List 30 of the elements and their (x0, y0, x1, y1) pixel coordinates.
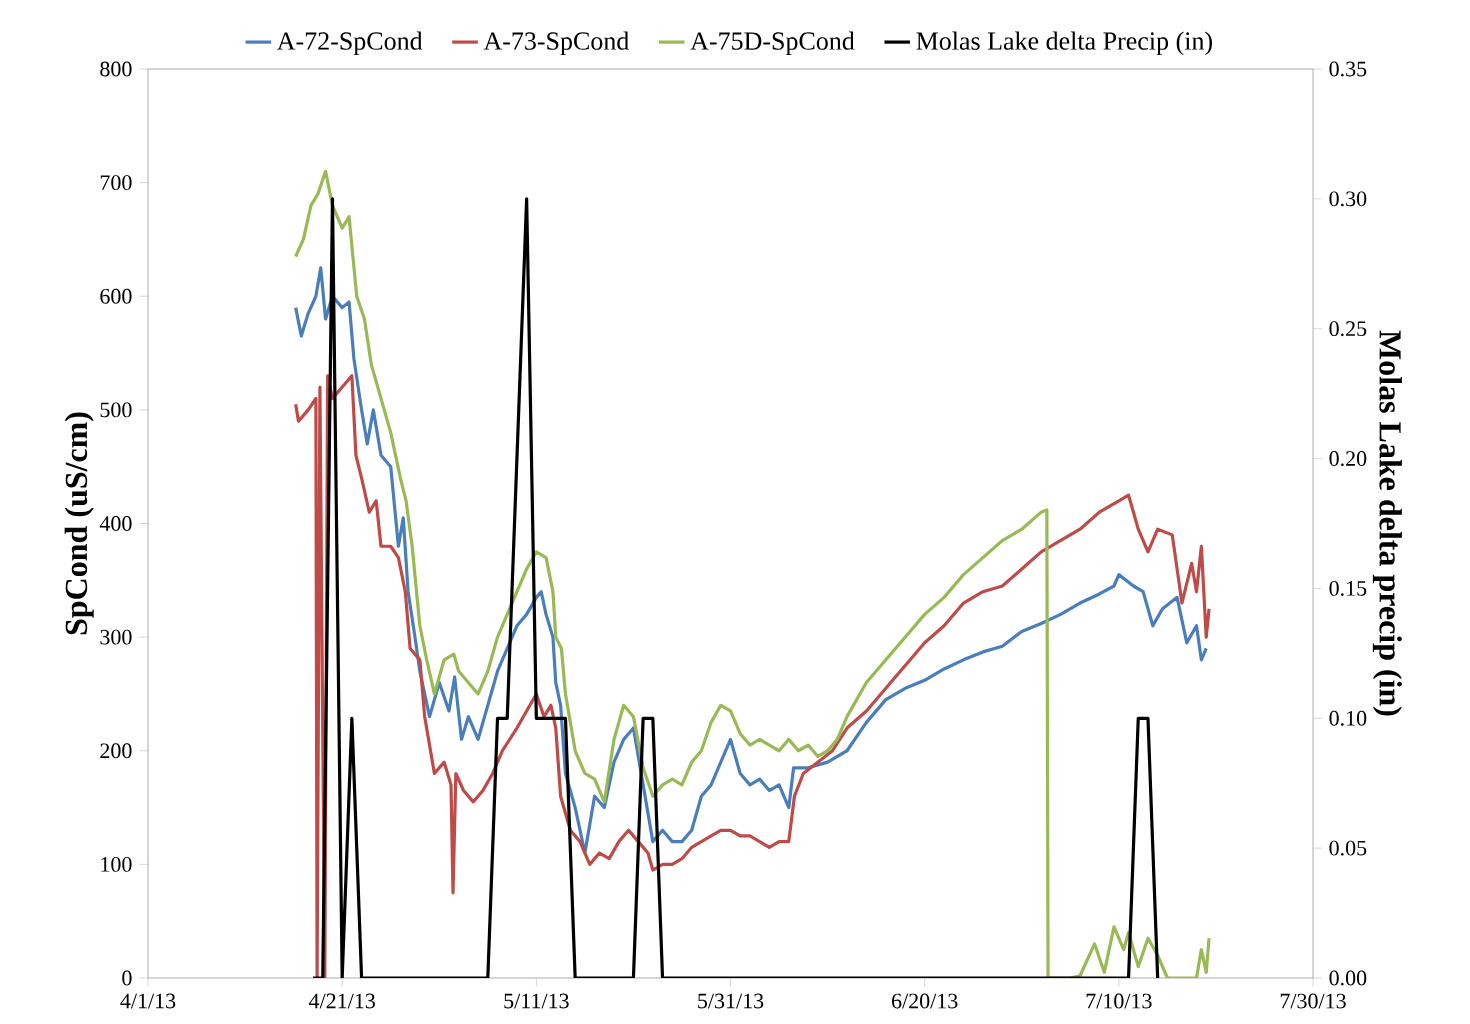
y-axis-title: SpCond (uS/cm) (64, 412, 94, 635)
y-tick-label: 300 (100, 629, 132, 645)
y2-tick-label: 0.35 (1329, 61, 1367, 77)
x-tick-label: 4/21/13 (309, 993, 375, 1009)
x-tick-label: 5/11/13 (504, 993, 569, 1009)
y2-axis-title: Molas Lake delta precip (in) (1372, 330, 1402, 716)
x-tick-label: 6/20/13 (892, 993, 958, 1009)
y2-tick-label: 0.25 (1329, 321, 1367, 337)
legend-label: A-75D-SpCond (690, 31, 855, 56)
x-tick-label: 4/1/13 (120, 993, 176, 1009)
y-tick-label: 200 (100, 743, 132, 759)
y2-tick-label: 0.10 (1329, 710, 1367, 726)
y2-tick-label: 0.30 (1329, 191, 1367, 207)
y2-tick-label: 0.00 (1329, 970, 1367, 986)
legend-label: Molas Lake delta Precip (in) (916, 31, 1212, 56)
x-tick-label: 7/10/13 (1086, 993, 1152, 1009)
y-tick-label: 100 (101, 856, 132, 872)
y2-tick-label: 0.05 (1329, 840, 1367, 856)
x-tick-label: 5/31/13 (698, 993, 764, 1009)
y-tick-label: 600 (100, 288, 132, 304)
y-tick-label: 500 (100, 402, 132, 418)
y-tick-label: 0 (122, 970, 132, 986)
y2-tick-label: 0.20 (1329, 451, 1367, 467)
y-tick-label: 700 (100, 175, 132, 191)
legend-label: A-73-SpCond (483, 31, 629, 56)
y-tick-label: 400 (99, 516, 132, 531)
x-tick-label: 7/30/13 (1280, 993, 1346, 1009)
y2-tick-label: 0.15 (1329, 580, 1367, 596)
legend-label: A-72-SpCond (277, 31, 423, 56)
y-tick-label: 800 (100, 61, 132, 77)
